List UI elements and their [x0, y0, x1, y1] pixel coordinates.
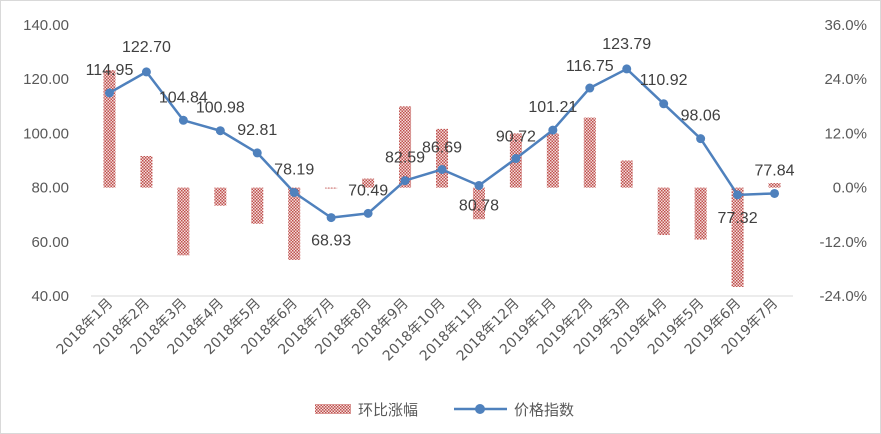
right-tick-label: 0.0%	[833, 180, 867, 197]
line-point	[548, 125, 558, 135]
legend-bar-swatch	[315, 404, 351, 414]
data-label: 77.84	[755, 162, 795, 179]
left-tick-label: 40.00	[31, 288, 69, 305]
data-label: 123.79	[602, 36, 651, 53]
line-point	[733, 190, 743, 200]
line-point	[326, 213, 336, 223]
line-point	[585, 83, 595, 93]
data-label: 80.78	[459, 197, 499, 214]
bar	[472, 187, 485, 220]
category-axis: 2018年1月2018年2月2018年3月2018年4月2018年5月2018年…	[54, 296, 782, 365]
bar	[103, 70, 116, 188]
data-label: 101.21	[528, 99, 577, 116]
bar	[546, 133, 559, 188]
line-point	[215, 126, 225, 136]
left-tick-label: 80.00	[31, 180, 69, 197]
data-label: 82.59	[385, 150, 425, 167]
bar	[251, 187, 264, 224]
bar	[436, 128, 448, 188]
line-point	[474, 180, 484, 190]
bar	[214, 187, 227, 206]
bar	[768, 183, 781, 188]
left-tick-label: 140.00	[23, 17, 69, 34]
legend-bar-label: 环比涨幅	[358, 401, 418, 419]
right-tick-label: 24.0%	[824, 71, 867, 88]
data-label: 122.70	[122, 39, 171, 56]
data-label: 77.32	[718, 210, 758, 227]
left-tick-label: 60.00	[31, 234, 69, 251]
right-tick-label: -12.0%	[819, 234, 867, 251]
right-tick-label: 36.0%	[824, 17, 867, 34]
bar	[399, 106, 412, 188]
bar	[288, 187, 301, 260]
data-label: 98.06	[681, 108, 721, 125]
left-tick-label: 100.00	[23, 125, 69, 142]
data-label: 92.81	[237, 122, 277, 139]
data-label: 100.98	[196, 100, 245, 117]
line-point	[659, 99, 669, 109]
bar	[620, 160, 633, 188]
line-point	[770, 188, 780, 198]
data-label: 104.84	[159, 89, 208, 106]
bar	[583, 117, 596, 188]
bar-series	[103, 70, 781, 287]
line-series	[104, 64, 780, 223]
line-point	[363, 208, 373, 218]
data-label: 70.49	[348, 182, 388, 199]
bar	[177, 187, 190, 256]
line-point	[696, 134, 706, 144]
left-tick-label: 120.00	[23, 71, 69, 88]
bar	[140, 155, 153, 188]
line-point	[141, 67, 151, 77]
legend: 环比涨幅 价格指数	[315, 401, 574, 419]
data-label: 90.72	[496, 129, 536, 146]
bar	[325, 187, 338, 189]
line-point	[178, 115, 188, 125]
bar	[362, 178, 375, 188]
legend-line-marker	[475, 404, 485, 414]
data-label: 78.19	[274, 162, 314, 179]
bar	[694, 187, 707, 240]
line-point	[437, 164, 447, 174]
line-point	[252, 148, 262, 158]
data-label: 116.75	[566, 58, 614, 75]
line-point	[511, 154, 521, 164]
data-label: 68.93	[311, 233, 351, 250]
bar	[657, 187, 670, 236]
bar	[731, 187, 744, 287]
right-axis: -24.0% -12.0% 0.0% 12.0% 24.0% 36.0%	[819, 17, 867, 305]
line-point	[104, 88, 114, 98]
line-point	[400, 176, 410, 186]
right-tick-label: -24.0%	[819, 288, 867, 305]
data-label: 114.95	[86, 62, 134, 79]
data-label: 110.92	[640, 72, 688, 89]
line-point	[289, 188, 299, 198]
left-axis: 40.00 60.00 80.00 100.00 120.00 140.00	[23, 17, 69, 305]
data-label: 86.69	[422, 139, 462, 156]
line-point	[622, 64, 632, 74]
right-tick-label: 12.0%	[824, 125, 867, 142]
legend-line-label: 价格指数	[514, 401, 574, 419]
